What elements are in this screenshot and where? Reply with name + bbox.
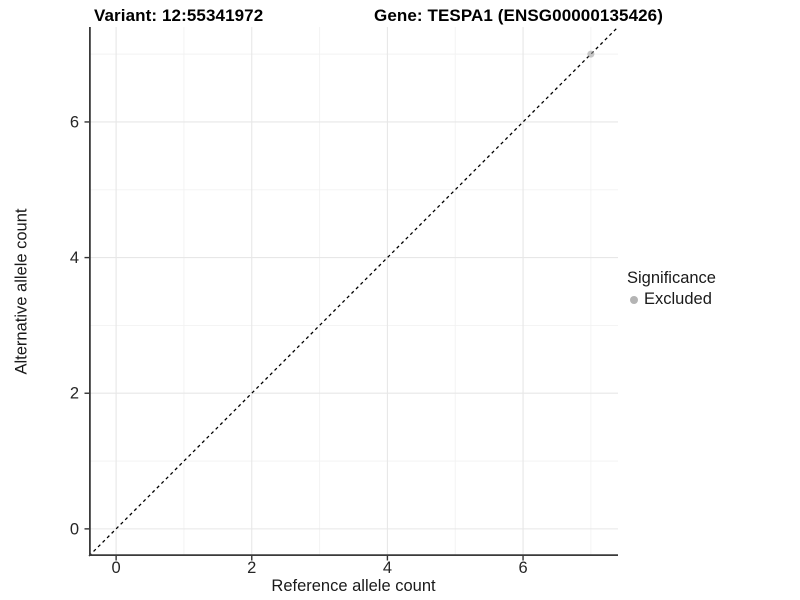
y-tick-label: 4 [70, 249, 79, 267]
y-tick-label: 2 [70, 385, 79, 403]
variant-title: Variant: 12:55341972 [94, 6, 264, 25]
data-point-excluded [587, 50, 595, 58]
gene-title: Gene: TESPA1 (ENSG00000135426) [374, 6, 663, 25]
x-tick-label: 4 [383, 559, 392, 577]
y-tick-label: 0 [70, 520, 79, 538]
legend-item-excluded: Excluded [627, 290, 716, 309]
x-tick-label: 0 [112, 559, 121, 577]
excluded-point-icon [630, 295, 638, 304]
x-tick-label: 6 [518, 559, 527, 577]
plot-panel: 0 2 4 6 0 2 4 6 [70, 26, 619, 577]
x-axis-label: Reference allele count [271, 577, 436, 595]
legend-title: Significance [627, 269, 716, 287]
legend-item-label: Excluded [644, 290, 712, 308]
y-axis-label: Alternative allele count [12, 208, 31, 375]
legend: Significance Excluded [627, 269, 716, 309]
x-tick-label: 2 [247, 559, 256, 577]
identity-dashed-line [88, 26, 619, 557]
y-tick-label: 6 [70, 113, 79, 131]
